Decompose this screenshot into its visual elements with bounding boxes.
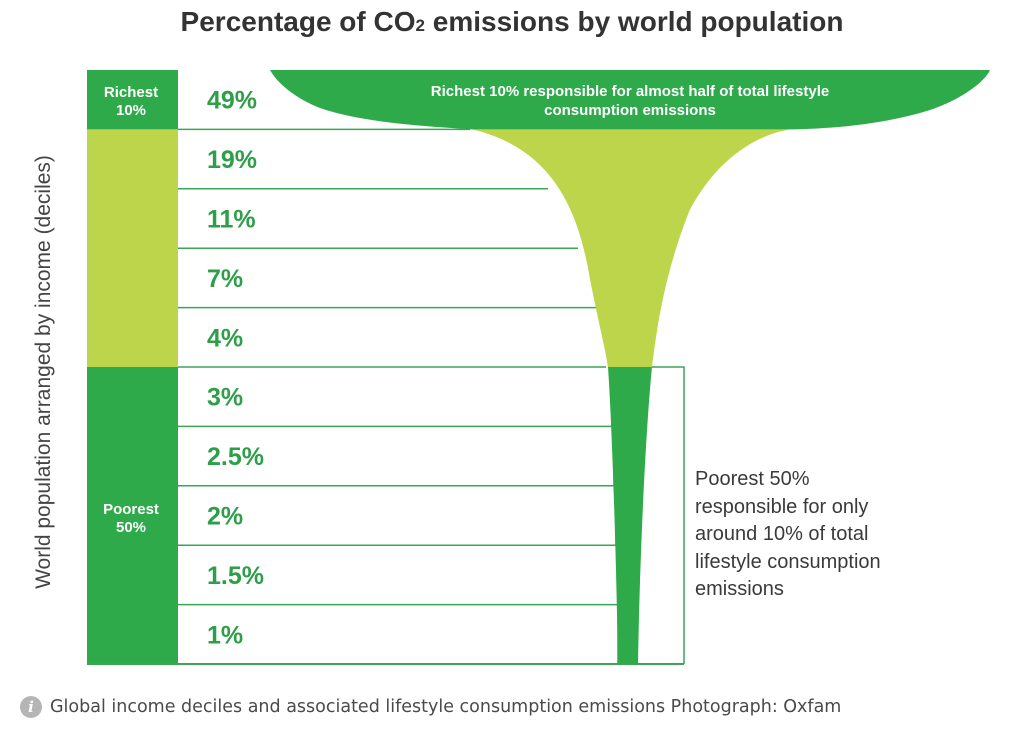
poorest-group-band	[87, 367, 178, 664]
chart-title-main: Percentage of CO	[180, 6, 416, 37]
decile-value-label: 3%	[207, 384, 243, 412]
richest-group-band	[87, 70, 178, 130]
info-icon[interactable]: i	[20, 696, 42, 718]
decile-value-label: 1%	[207, 621, 243, 649]
richest-annotation-line1: Richest 10% responsible for almost half …	[431, 83, 829, 100]
decile-value-label: 7%	[207, 265, 243, 293]
caption-text: Global income deciles and associated lif…	[50, 697, 842, 717]
decile-value-label: 2%	[207, 503, 243, 531]
richest-group-label-line1: Richest	[104, 84, 158, 101]
decile-value-label: 2.5%	[207, 443, 264, 471]
chart-title-rest: emissions by world population	[424, 6, 844, 37]
richest-group-label-line2: 10%	[116, 102, 146, 119]
poorest-group-label-line2: 50%	[116, 519, 146, 536]
y-axis-label: World population arranged by income (dec…	[32, 155, 55, 589]
chart-title: Percentage of CO2 emissions by world pop…	[0, 6, 1024, 38]
funnel-top-richest	[270, 70, 990, 130]
emissions-chart: 49% 19% 11% 7% 4% 3% 2.5% 2% 1.5% 1% World popula…	[32, 70, 990, 665]
emissions-funnel	[270, 70, 990, 664]
decile-labels: 49% 19% 11% 7% 4% 3% 2.5% 2% 1.5% 1%	[207, 87, 264, 650]
decile-value-label: 1.5%	[207, 562, 264, 590]
decile-rows	[87, 70, 685, 665]
decile-value-label: 49%	[207, 87, 257, 115]
chart-title-subscript: 2	[415, 16, 425, 35]
funnel-middle-40pct	[472, 129, 790, 367]
decile-value-label: 11%	[207, 206, 256, 234]
middle-group-band	[87, 129, 178, 367]
decile-value-label: 4%	[207, 324, 243, 352]
richest-annotation-line2: consumption emissions	[544, 102, 716, 119]
decile-value-label: 19%	[207, 146, 257, 174]
funnel-stem-poorest	[608, 367, 652, 664]
poorest-group-label-line1: Poorest	[103, 501, 159, 518]
poorest-annotation: Poorest 50% responsible for only around …	[695, 468, 881, 600]
image-caption: i Global income deciles and associated l…	[20, 695, 841, 719]
